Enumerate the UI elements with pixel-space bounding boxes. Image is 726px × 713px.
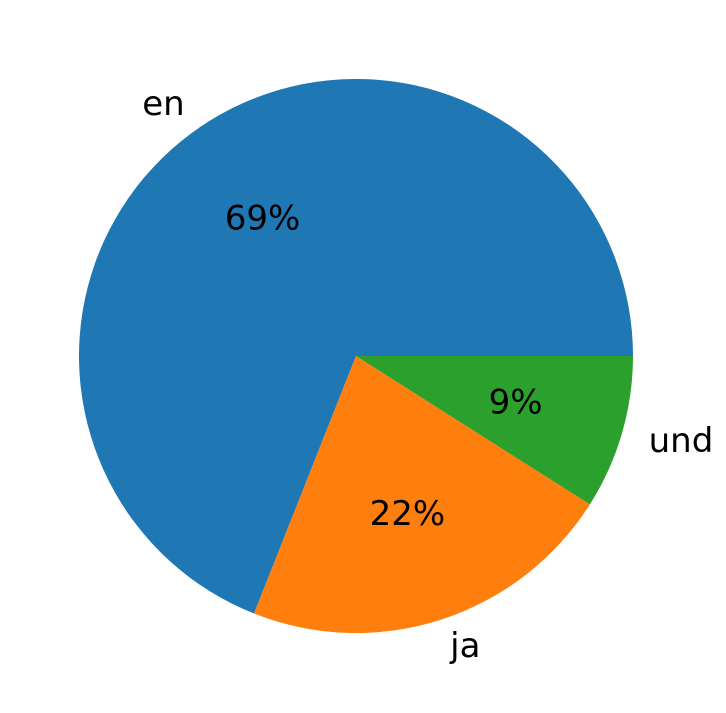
pie-labels: en 69% ja 22% und 9%: [142, 84, 713, 666]
slice-label-ja: ja: [449, 626, 480, 666]
slice-percent-ja: 22%: [370, 494, 446, 534]
pie-slices: [78, 79, 634, 634]
slice-label-und: und: [649, 421, 714, 461]
slice-percent-en: 69%: [225, 199, 301, 239]
pie-slice-en: [78, 79, 634, 614]
pie-slice-und: [356, 356, 633, 505]
pie-slice-ja: [254, 356, 590, 634]
slice-percent-und: 9%: [489, 382, 543, 422]
slice-label-en: en: [142, 84, 184, 124]
